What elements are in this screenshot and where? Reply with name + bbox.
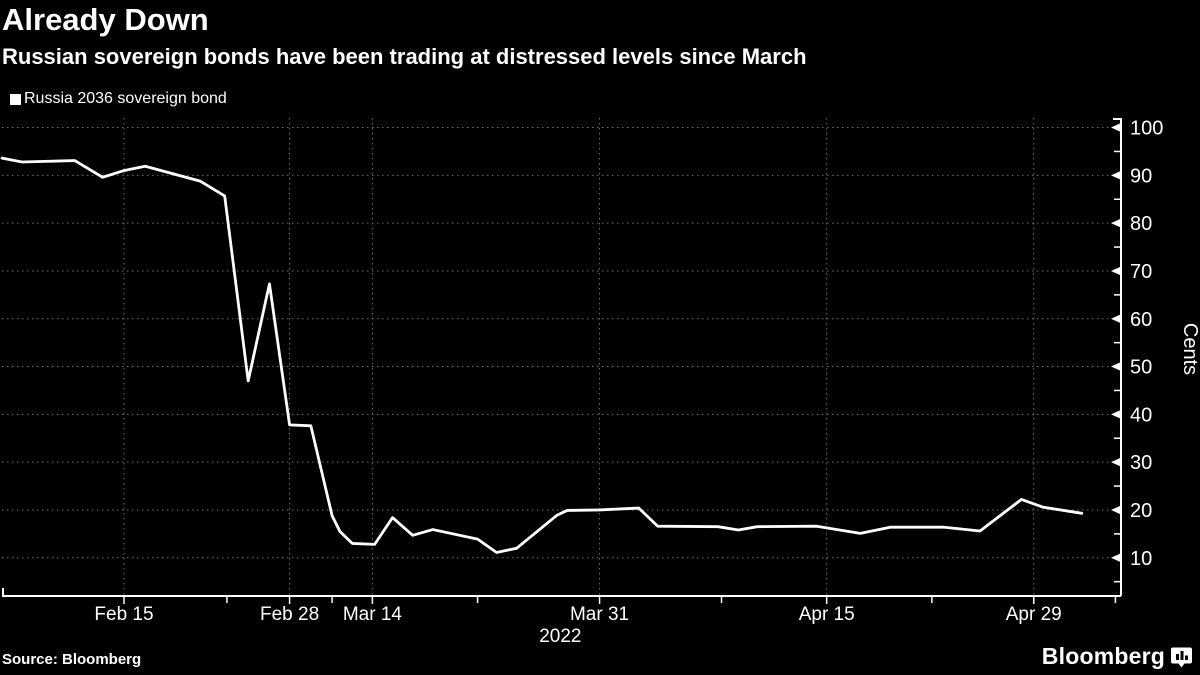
bloomberg-logo: Bloomberg — [1042, 643, 1192, 670]
legend-swatch-icon — [10, 93, 21, 105]
y-tick-arrow — [1111, 170, 1121, 180]
bloomberg-logo-text: Bloomberg — [1041, 643, 1165, 669]
x-tick-label: Apr 29 — [1006, 604, 1062, 625]
source-attribution: Source: Bloomberg — [2, 651, 142, 668]
x-tick-label: Mar 31 — [570, 604, 629, 625]
y-tick-label: 100 — [1130, 118, 1163, 140]
x-year-label: 2022 — [539, 626, 581, 647]
x-tick-label: Feb 15 — [94, 604, 153, 625]
y-tick-arrow — [1111, 362, 1121, 372]
y-tick-label: 60 — [1130, 309, 1152, 331]
y-tick-label: 20 — [1130, 500, 1152, 522]
y-tick-label: 50 — [1130, 357, 1152, 379]
x-tick-label: Feb 28 — [260, 604, 319, 625]
x-tick-label: Apr 15 — [799, 604, 855, 625]
y-tick-arrow — [1111, 553, 1121, 563]
chart-title: Already Down — [2, 2, 209, 37]
legend: Russia 2036 sovereign bond — [10, 90, 227, 108]
y-tick-label: 30 — [1130, 452, 1152, 474]
y-axis-title: Cents — [1179, 323, 1200, 375]
y-tick-label: 90 — [1130, 165, 1152, 187]
y-tick-arrow — [1111, 266, 1121, 276]
y-tick-arrow — [1111, 409, 1121, 419]
y-tick-arrow — [1111, 218, 1121, 228]
y-tick-arrow — [1111, 314, 1121, 324]
y-tick-arrow — [1111, 457, 1121, 467]
y-tick-arrow — [1111, 505, 1121, 515]
y-tick-arrow — [1111, 123, 1121, 133]
y-tick-label: 10 — [1130, 548, 1152, 570]
y-tick-label: 70 — [1130, 261, 1152, 283]
bar-chart-icon — [1171, 647, 1192, 667]
x-tick-label: Mar 14 — [343, 604, 403, 625]
data-line-russia-2036-bond — [0, 156, 1084, 554]
y-tick-label: 40 — [1130, 404, 1152, 426]
legend-label: Russia 2036 sovereign bond — [24, 90, 227, 107]
y-tick-label: 80 — [1130, 213, 1152, 235]
chart-subtitle: Russian sovereign bonds have been tradin… — [2, 44, 807, 69]
